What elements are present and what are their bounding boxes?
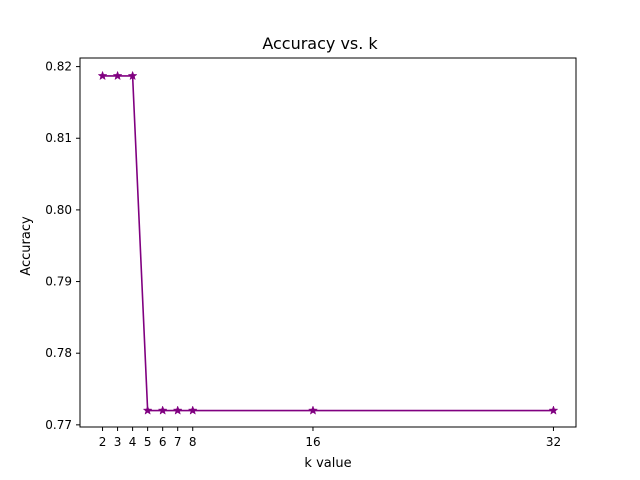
- x-axis-ticks: 2 3 4 5 6 7 8 16 32: [99, 427, 561, 449]
- series-line: [102, 75, 554, 412]
- data-point-star: [548, 405, 559, 415]
- y-tick-label: 0.78: [45, 346, 72, 360]
- plot-area: [97, 70, 559, 415]
- x-tick-label: 5: [144, 435, 152, 449]
- x-axis-label: k value: [304, 456, 351, 471]
- x-tick-label: 7: [174, 435, 182, 449]
- x-tick-label: 8: [189, 435, 197, 449]
- data-point-star: [157, 405, 168, 415]
- y-tick-label: 0.79: [45, 275, 72, 289]
- x-tick-label: 16: [305, 435, 320, 449]
- data-point-star: [142, 405, 153, 415]
- x-tick-label: 2: [99, 435, 107, 449]
- y-axis-ticks: 0.77 0.78 0.79 0.80 0.81 0.82: [45, 60, 80, 432]
- data-point-star: [97, 70, 108, 81]
- data-point-star: [187, 405, 198, 415]
- y-tick-label: 0.80: [45, 203, 72, 217]
- data-point-star: [127, 70, 138, 81]
- data-point-star: [308, 405, 318, 415]
- x-tick-label: 32: [546, 435, 561, 449]
- x-tick-label: 3: [114, 435, 122, 449]
- y-tick-label: 0.81: [45, 131, 72, 145]
- x-tick-label: 4: [129, 435, 137, 449]
- y-tick-label: 0.77: [45, 418, 72, 432]
- data-point-star: [172, 405, 183, 415]
- chart-title: Accuracy vs. k: [262, 34, 378, 53]
- axes-frame: [79, 57, 577, 428]
- data-point-star: [112, 70, 123, 81]
- y-tick-label: 0.82: [45, 60, 72, 74]
- y-axis-label: Accuracy: [19, 216, 34, 276]
- x-tick-label: 6: [159, 435, 167, 449]
